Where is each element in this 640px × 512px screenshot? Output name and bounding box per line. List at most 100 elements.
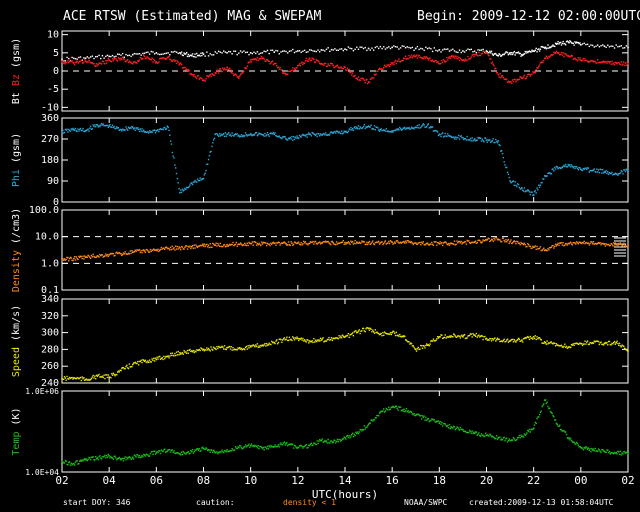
data-point bbox=[190, 247, 192, 250]
data-point bbox=[568, 165, 570, 167]
data-point bbox=[579, 342, 581, 344]
data-point bbox=[106, 124, 109, 127]
data-point bbox=[134, 455, 136, 457]
data-point bbox=[580, 44, 582, 46]
data-point bbox=[618, 63, 621, 65]
data-point bbox=[404, 242, 406, 244]
data-point bbox=[621, 452, 623, 454]
data-point bbox=[580, 242, 582, 244]
data-point bbox=[399, 126, 401, 129]
data-point bbox=[434, 420, 436, 423]
data-point bbox=[337, 49, 339, 52]
data-point bbox=[609, 453, 612, 455]
data-point bbox=[96, 255, 99, 257]
data-point bbox=[263, 449, 265, 451]
data-point bbox=[421, 124, 424, 126]
data-point bbox=[547, 172, 549, 175]
data-point bbox=[140, 130, 142, 132]
data-point bbox=[277, 444, 280, 446]
data-point bbox=[193, 244, 195, 246]
data-point bbox=[212, 73, 214, 76]
data-point bbox=[220, 70, 222, 73]
data-point bbox=[426, 418, 429, 421]
data-point bbox=[439, 336, 441, 338]
data-point bbox=[118, 251, 120, 254]
data-point bbox=[351, 241, 353, 244]
data-point bbox=[348, 68, 350, 71]
data-point bbox=[206, 51, 208, 53]
data-point bbox=[87, 379, 89, 381]
data-point bbox=[570, 54, 573, 57]
data-point bbox=[287, 444, 289, 447]
data-point bbox=[527, 73, 530, 75]
data-point bbox=[407, 127, 409, 130]
data-point bbox=[488, 238, 490, 240]
data-point bbox=[228, 69, 230, 71]
data-point bbox=[290, 241, 292, 243]
data-point bbox=[256, 447, 259, 449]
data-point bbox=[441, 421, 443, 424]
data-point bbox=[216, 451, 218, 453]
data-point bbox=[520, 434, 522, 436]
data-point bbox=[392, 131, 394, 133]
data-point bbox=[378, 130, 381, 132]
data-point bbox=[197, 349, 200, 351]
data-point bbox=[572, 343, 574, 345]
data-point bbox=[214, 451, 217, 454]
data-point bbox=[240, 347, 243, 350]
data-point bbox=[607, 173, 610, 176]
data-point bbox=[494, 68, 496, 70]
data-point bbox=[102, 376, 104, 379]
data-point bbox=[518, 242, 521, 244]
data-point bbox=[404, 128, 407, 130]
data-point bbox=[68, 57, 70, 60]
data-point bbox=[578, 58, 580, 61]
data-point bbox=[539, 62, 542, 64]
data-point bbox=[420, 57, 423, 59]
data-point bbox=[540, 62, 542, 64]
data-point bbox=[354, 435, 356, 437]
data-point bbox=[153, 450, 156, 453]
data-point bbox=[536, 245, 538, 248]
data-point bbox=[475, 51, 478, 54]
data-point bbox=[472, 241, 474, 243]
data-point bbox=[277, 66, 280, 68]
data-point bbox=[377, 47, 380, 50]
data-point bbox=[180, 191, 183, 194]
data-point bbox=[372, 420, 374, 422]
data-point bbox=[110, 126, 112, 128]
data-point bbox=[453, 50, 456, 52]
data-point bbox=[431, 340, 434, 342]
data-point bbox=[441, 241, 443, 244]
data-point bbox=[355, 77, 357, 80]
data-point bbox=[327, 63, 329, 65]
data-point bbox=[239, 346, 241, 349]
data-point bbox=[169, 246, 172, 249]
data-point bbox=[596, 242, 599, 245]
data-point bbox=[530, 191, 532, 193]
data-point bbox=[463, 51, 466, 53]
data-point bbox=[449, 336, 451, 338]
data-point bbox=[385, 243, 387, 245]
data-point bbox=[122, 366, 125, 369]
data-point bbox=[260, 133, 262, 135]
data-point bbox=[468, 240, 470, 242]
data-point bbox=[572, 166, 574, 169]
data-point bbox=[514, 54, 516, 56]
data-point bbox=[423, 415, 425, 417]
data-point bbox=[504, 52, 506, 55]
data-point bbox=[554, 243, 557, 245]
data-point bbox=[467, 240, 469, 242]
data-point bbox=[170, 51, 173, 53]
data-point bbox=[148, 132, 150, 134]
data-point bbox=[579, 241, 581, 243]
data-point bbox=[471, 137, 473, 139]
data-point bbox=[528, 428, 531, 431]
data-point bbox=[155, 249, 158, 251]
data-point bbox=[416, 57, 419, 59]
data-point bbox=[367, 81, 370, 83]
data-point bbox=[613, 173, 616, 175]
data-point bbox=[156, 62, 158, 64]
data-point bbox=[544, 57, 547, 60]
data-point bbox=[619, 172, 622, 174]
